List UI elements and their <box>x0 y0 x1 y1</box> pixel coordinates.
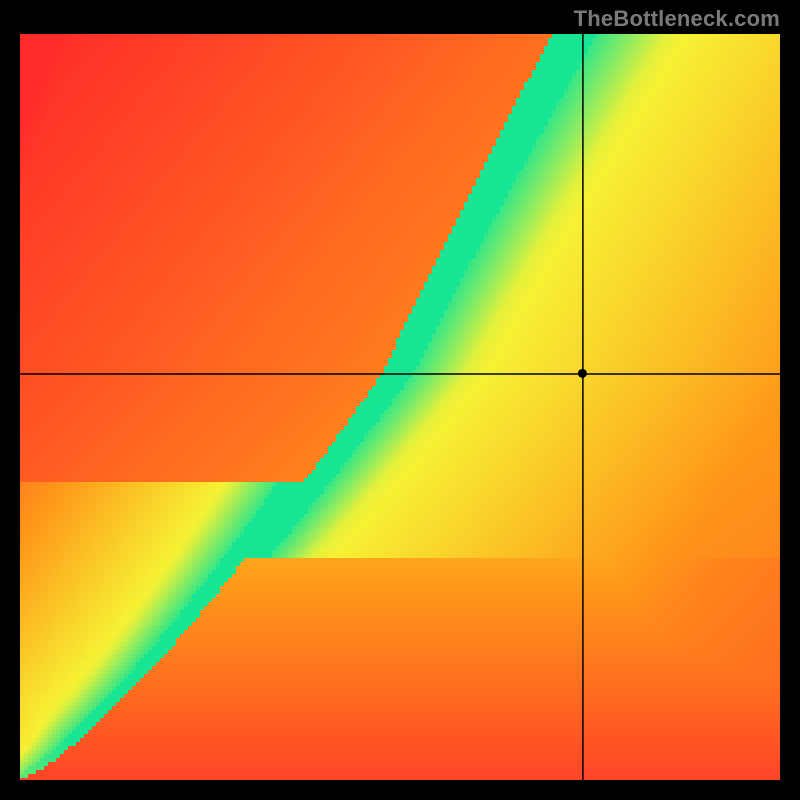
heatmap-plot <box>20 34 780 780</box>
heatmap-canvas <box>20 34 780 780</box>
figure-container: TheBottleneck.com <box>0 0 800 800</box>
watermark-text: TheBottleneck.com <box>574 6 780 32</box>
